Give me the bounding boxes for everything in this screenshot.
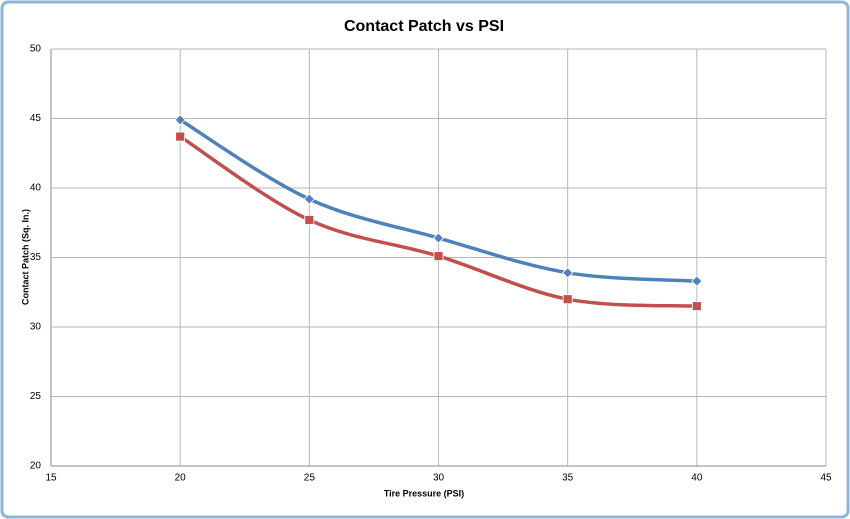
y-tick-label: 50 — [30, 44, 42, 55]
x-tick-label: 15 — [45, 473, 57, 484]
marker — [175, 131, 186, 142]
marker — [304, 215, 315, 225]
y-tick-label: 35 — [30, 252, 42, 263]
y-tick-label: 30 — [30, 322, 42, 333]
marker — [303, 193, 315, 205]
x-tick-label: 35 — [562, 473, 574, 484]
marker — [174, 114, 186, 126]
y-tick-label: 45 — [30, 113, 42, 124]
marker — [562, 294, 573, 305]
y-axis-label: Contact Patch (Sq. In.) — [20, 209, 30, 305]
y-tick-label: 25 — [30, 391, 42, 402]
x-tick-label: 20 — [175, 473, 187, 484]
y-tick-label: 40 — [30, 183, 42, 194]
marker — [432, 232, 445, 244]
x-tick-label: 40 — [691, 473, 703, 484]
chart-title: Contact Patch vs PSI — [344, 18, 504, 35]
x-tick-label: 45 — [820, 473, 832, 484]
x-axis-label: Tire Pressure (PSI) — [384, 488, 464, 498]
marker — [691, 301, 702, 312]
marker — [691, 275, 703, 287]
marker — [562, 267, 574, 279]
marker — [433, 251, 444, 262]
x-tick-label: 25 — [304, 473, 316, 484]
y-tick-label: 20 — [30, 461, 42, 472]
x-tick-label: 30 — [433, 473, 445, 484]
